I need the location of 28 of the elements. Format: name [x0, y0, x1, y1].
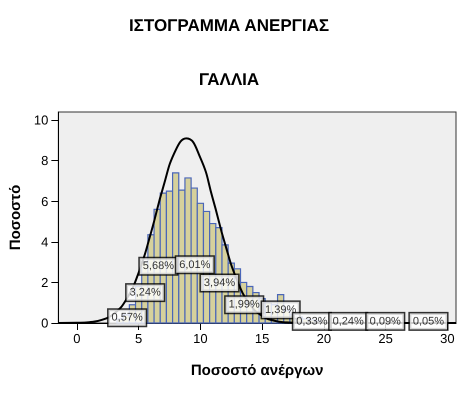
- chart-title: ΙΣΤΟΓΡΑΜΜΑ ΑΝΕΡΓΙΑΣ: [128, 16, 330, 35]
- x-axis-title: Ποσοστό ανέργων: [190, 362, 324, 379]
- annotation: 0,33%: [296, 315, 328, 328]
- x-tick-label: 15: [254, 331, 270, 346]
- annotation: 3,94%: [204, 277, 236, 290]
- annotation: 5,68%: [142, 260, 174, 272]
- annotation: 0,57%: [112, 312, 143, 324]
- annotation: 6,01%: [179, 258, 211, 271]
- x-tick-label: 10: [193, 331, 208, 346]
- annotation: 1,39%: [265, 304, 296, 316]
- x-tick-label: 20: [316, 331, 332, 346]
- y-tick-label: 6: [41, 194, 48, 209]
- x-tick-label: 0: [73, 331, 80, 346]
- annotation: 0,09%: [370, 315, 402, 328]
- chart-subtitle: ΓΑΛΛΙΑ: [198, 70, 260, 89]
- y-axis-title: Ποσοστό: [7, 184, 24, 250]
- y-tick-label: 2: [41, 274, 48, 290]
- x-tick-label: 30: [440, 331, 455, 346]
- y-tick-label: 0: [41, 316, 48, 330]
- x-tick-label: 25: [378, 331, 393, 346]
- annotation: 1,99%: [228, 298, 260, 311]
- y-tick-label: 4: [41, 234, 48, 250]
- annotation: 0,05%: [412, 315, 444, 328]
- annotation: 0,24%: [332, 315, 364, 328]
- annotation: 3,24%: [130, 286, 161, 299]
- x-tick-label: 5: [135, 331, 142, 346]
- y-tick-label: 10: [34, 112, 48, 128]
- y-tick-label: 8: [41, 153, 48, 168]
